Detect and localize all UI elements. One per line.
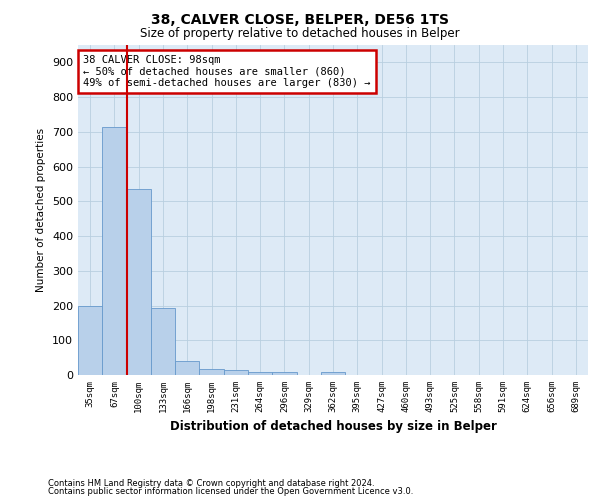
- Text: 38 CALVER CLOSE: 98sqm
← 50% of detached houses are smaller (860)
49% of semi-de: 38 CALVER CLOSE: 98sqm ← 50% of detached…: [83, 55, 371, 88]
- Text: 38, CALVER CLOSE, BELPER, DE56 1TS: 38, CALVER CLOSE, BELPER, DE56 1TS: [151, 12, 449, 26]
- Bar: [272, 372, 296, 375]
- Y-axis label: Number of detached properties: Number of detached properties: [37, 128, 46, 292]
- Text: Contains HM Land Registry data © Crown copyright and database right 2024.: Contains HM Land Registry data © Crown c…: [48, 478, 374, 488]
- X-axis label: Distribution of detached houses by size in Belper: Distribution of detached houses by size …: [170, 420, 496, 434]
- Bar: [175, 361, 199, 375]
- Bar: [321, 372, 345, 375]
- Text: Contains public sector information licensed under the Open Government Licence v3: Contains public sector information licen…: [48, 487, 413, 496]
- Bar: [102, 126, 127, 375]
- Bar: [248, 372, 272, 375]
- Text: Size of property relative to detached houses in Belper: Size of property relative to detached ho…: [140, 28, 460, 40]
- Bar: [224, 370, 248, 375]
- Bar: [78, 306, 102, 375]
- Bar: [127, 189, 151, 375]
- Bar: [151, 308, 175, 375]
- Bar: [199, 370, 224, 375]
